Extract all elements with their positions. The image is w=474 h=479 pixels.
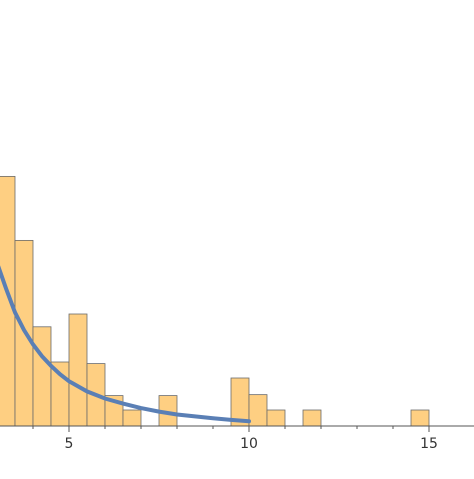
x-tick-label: 15	[420, 436, 438, 452]
bars-layer	[0, 175, 430, 427]
histogram-bar	[410, 409, 430, 427]
histogram-bar	[122, 409, 142, 427]
x-tick-label: 5	[65, 436, 74, 452]
histogram-bar	[302, 409, 322, 427]
histogram-bar	[248, 394, 268, 427]
histogram-bar	[68, 313, 88, 427]
fit-curve-line	[0, 265, 251, 424]
histogram-bar	[32, 326, 52, 427]
x-tick-label: 10	[240, 436, 258, 452]
histogram-bar	[266, 409, 286, 427]
x-ticks-layer: 5 10 15	[32, 426, 438, 452]
